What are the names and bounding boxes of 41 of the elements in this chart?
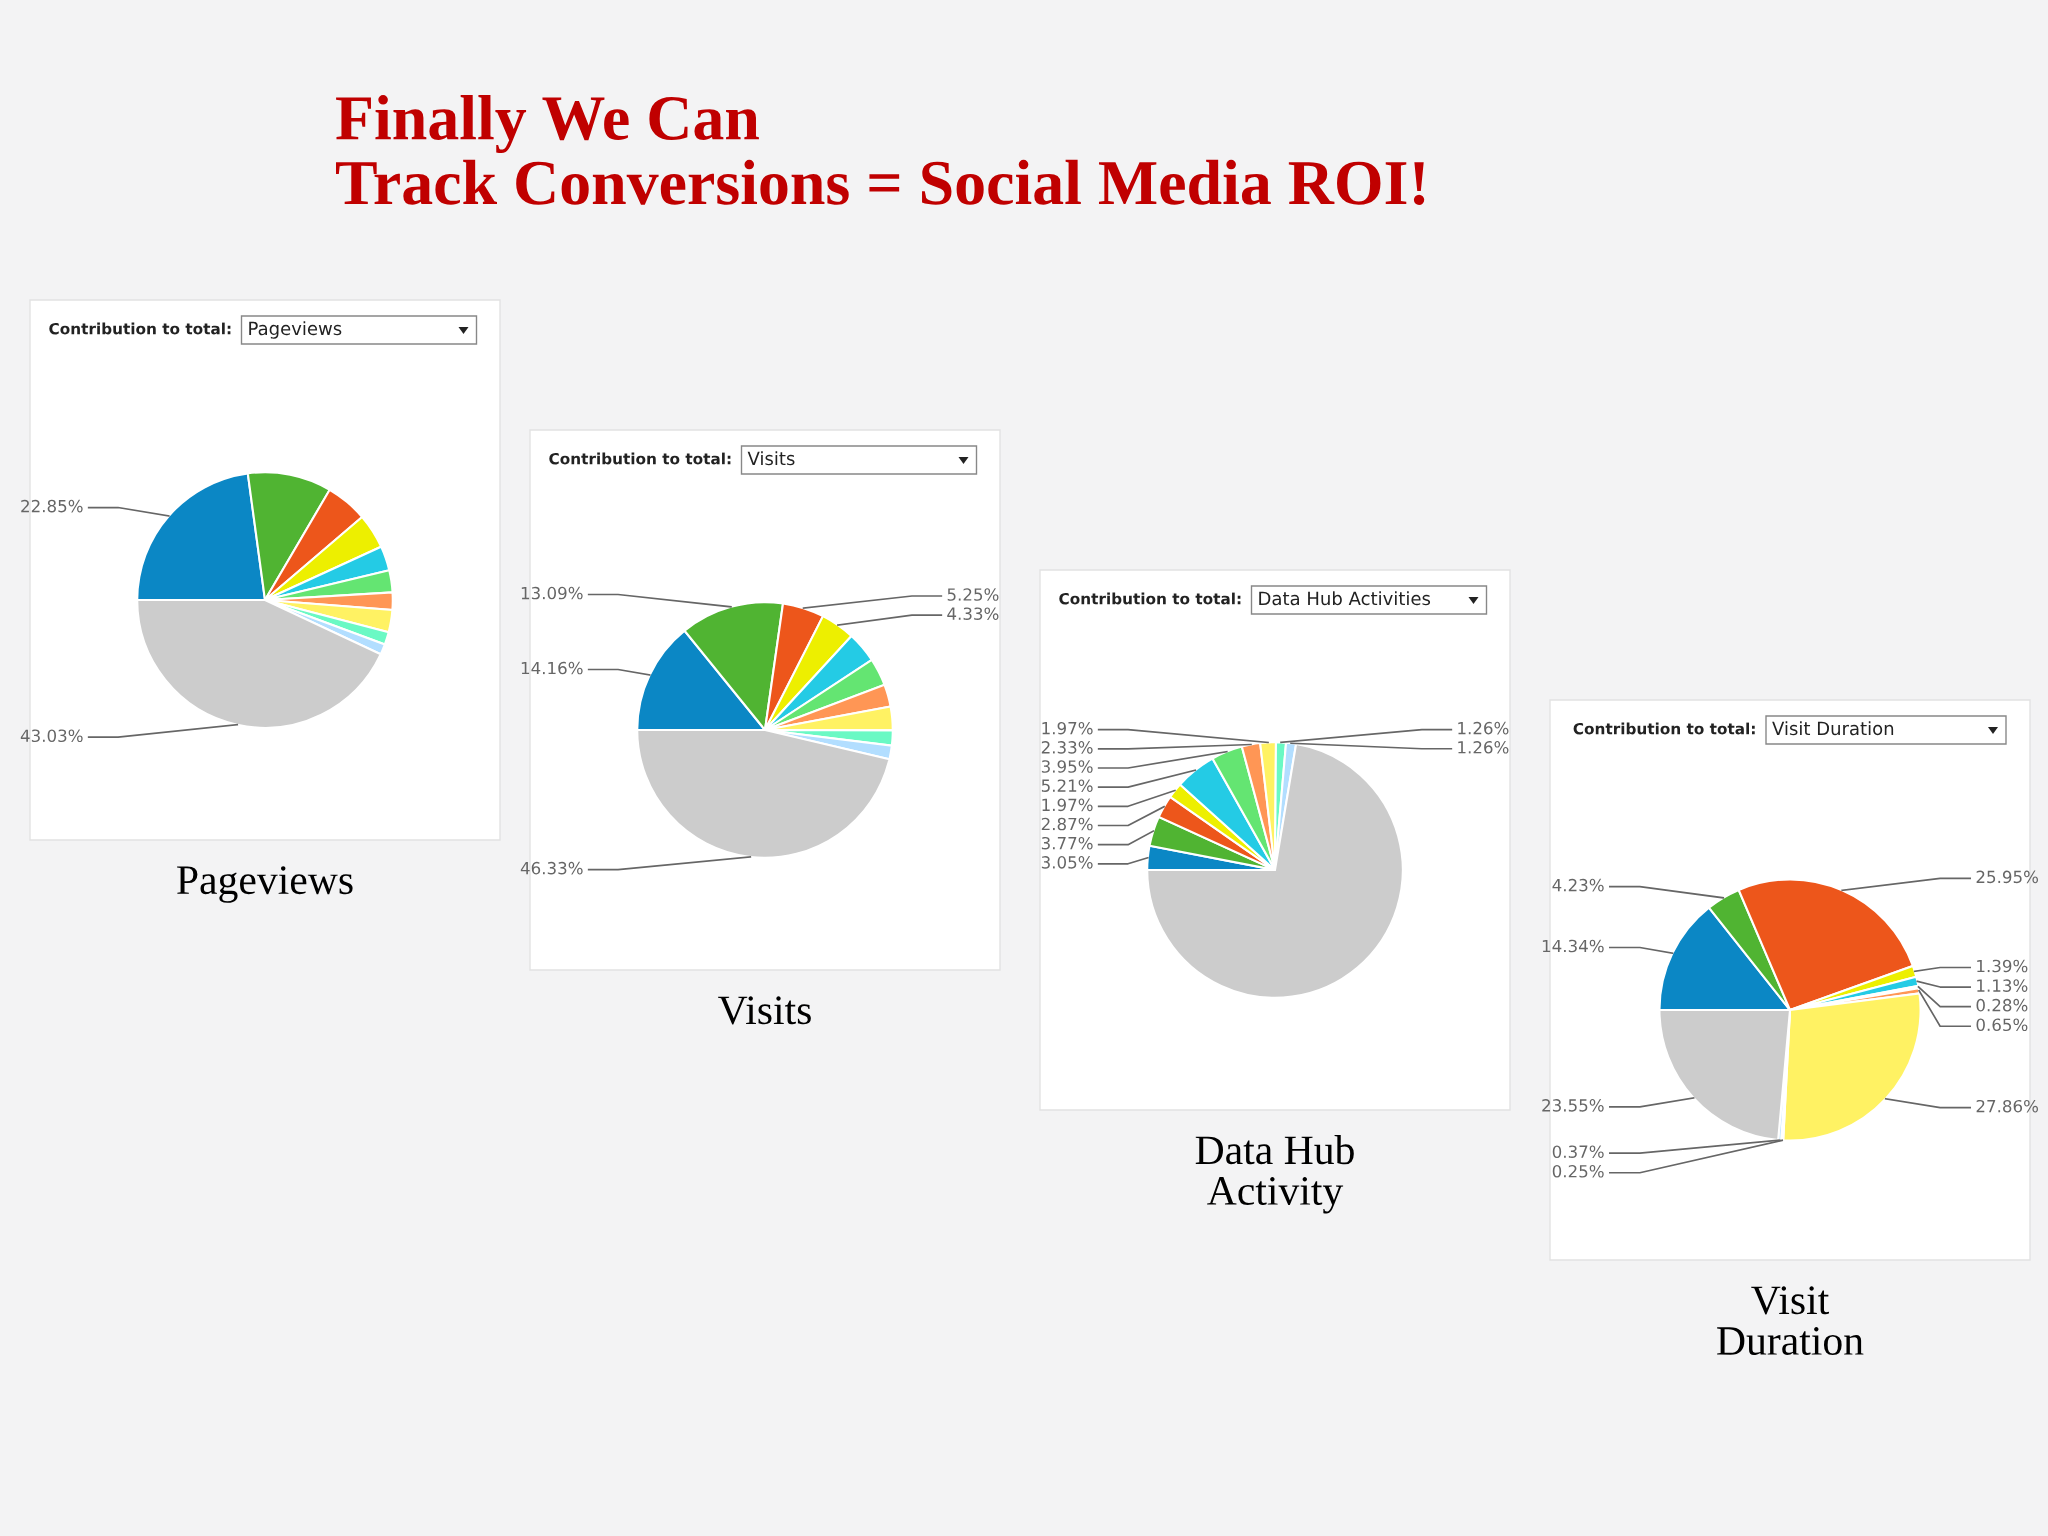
chart-title: Contribution to total: [49,322,231,335]
data-label: 14.34% [1542,939,1604,953]
data-label: 4.33% [947,607,999,620]
data-label: 3.77% [1041,836,1093,850]
data-label: 43.03% [20,729,83,743]
data-label: 5.21% [1041,779,1093,792]
data-label: 0.37% [1552,1145,1604,1158]
text: Pageviews [177,866,353,903]
data-label: 1.97% [1042,721,1093,735]
data-label: 1.26% [1458,721,1509,735]
data-label: 22.85% [21,499,83,513]
data-label: 1.26% [1458,741,1509,754]
data-label: 14.16% [521,661,583,675]
data-label: 3.05% [1041,856,1093,869]
chart-title: Contribution to total: [549,452,731,465]
text: Visits [718,996,811,1025]
text: Visit Duration [1717,1286,1864,1355]
data-label: 23.55% [1542,1099,1604,1112]
data-label: 1.97% [1042,798,1093,812]
chart-title: Contribution to total: [1059,592,1241,605]
data-label: 2.87% [1041,817,1093,831]
data-label: 46.33% [520,861,583,875]
data-label: 0.25% [1552,1164,1604,1178]
chart-subtitle: Visits [747,451,795,466]
data-label: 0.65% [1976,1018,2028,1032]
chart-subtitle: Data Hub Activities [1259,591,1431,606]
chart-subtitle: Pageviews [249,321,342,339]
data-label: 2.33% [1041,741,1093,754]
data-label: 3.95% [1041,760,1093,773]
text: Data Hub Activity [1195,1135,1354,1214]
data-label: 1.39% [1977,959,2028,973]
text: Finally We Can Track Conversions = Social Media ROI! [336,95,1425,206]
data-label: 5.25% [947,588,999,601]
data-label: 27.86% [1976,1099,2039,1113]
data-label: 0.28% [1976,998,2028,1012]
data-label: 1.13% [1977,979,2028,992]
data-label: 4.23% [1552,878,1604,892]
data-label: 13.09% [521,586,583,600]
chart-title: Contribution to total: [1573,722,1755,735]
chart-subtitle: Visit Duration [1772,721,1894,736]
data-label: 25.95% [1976,870,2039,884]
